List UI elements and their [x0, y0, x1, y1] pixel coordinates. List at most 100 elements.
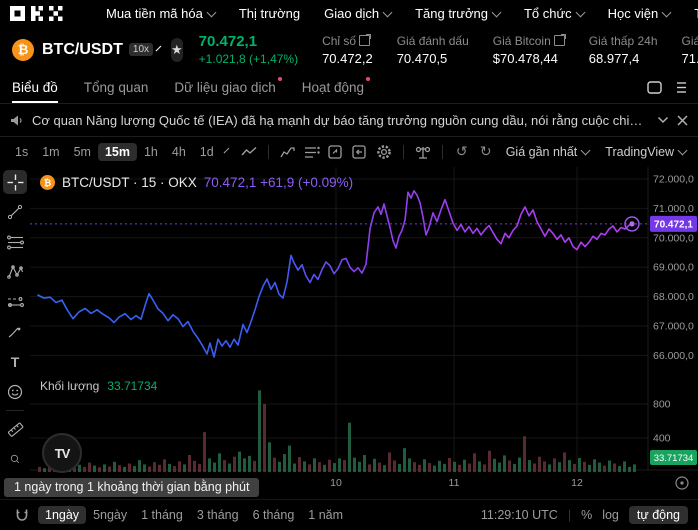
tab-trading-data[interactable]: Dữ liệu giao dịch	[174, 72, 275, 103]
tab-chart[interactable]: Biểu đồ	[12, 72, 58, 103]
nav-item-markets[interactable]: Thị trường	[239, 6, 300, 21]
vendor-dropdown[interactable]: TradingView	[605, 145, 686, 159]
chart-canvas[interactable]: 72.000,0 71.000,0 70.000,0 69.000,0 68.000,0…	[30, 167, 698, 499]
timeframe-1h[interactable]: 1h	[137, 143, 165, 161]
timeframe-more-chevron-icon[interactable]	[223, 148, 229, 154]
templates-icon[interactable]	[324, 141, 348, 163]
toolbar-divider	[6, 410, 24, 411]
volume-label[interactable]: Khối lượng	[40, 379, 99, 393]
external-link-icon[interactable]	[359, 35, 370, 46]
range-1year[interactable]: 1 năm	[301, 506, 350, 524]
percent-scale-toggle[interactable]: %	[581, 508, 592, 522]
auto-scale-toggle[interactable]: tự động	[629, 506, 688, 524]
timeframe-5m[interactable]: 5m	[67, 143, 98, 161]
forecast-tool-icon[interactable]	[3, 290, 27, 314]
redo-icon[interactable]: ↻	[474, 141, 498, 163]
btc-coin-icon: ₿	[12, 39, 34, 61]
svg-text:10: 10	[330, 477, 342, 489]
svg-text:33.71734: 33.71734	[654, 453, 694, 464]
nav-item-grow[interactable]: Tăng trưởng	[415, 6, 500, 21]
news-text[interactable]: Cơ quan Năng lượng Quốc tế (IEA) đã hạ m…	[32, 113, 649, 128]
undo-icon[interactable]: ↺	[450, 141, 474, 163]
pair-selector-chevron-icon[interactable]	[156, 45, 162, 51]
expand-news-chevron-icon[interactable]	[657, 116, 669, 124]
settings-gear-icon[interactable]	[372, 141, 396, 163]
nav-item-more[interactable]: Thêm	[694, 6, 698, 21]
timeframe-1d[interactable]: 1d	[193, 143, 221, 161]
chart-legend: ₿ BTC/USDT · 15 · OKX 70.472,1 +61,9 (+0…	[40, 175, 353, 190]
stat-index: Chỉ số 70.472,2	[322, 34, 373, 66]
last-price: 70.472,1	[199, 33, 298, 50]
trend-line-tool-icon[interactable]	[3, 200, 27, 224]
log-scale-toggle[interactable]: log	[602, 508, 619, 522]
okx-logo[interactable]	[10, 6, 76, 21]
nav-item-trade[interactable]: Giao dịch	[324, 6, 391, 21]
announcement-icon	[10, 114, 24, 127]
tab-activity[interactable]: Hoạt động	[302, 72, 364, 103]
zoom-tool-icon[interactable]	[3, 447, 27, 471]
range-5day[interactable]: 5ngày	[86, 506, 134, 524]
leverage-badge: 10x	[129, 43, 153, 56]
pattern-tool-icon[interactable]	[3, 260, 27, 284]
star-icon: ★	[171, 42, 183, 58]
chevron-down-icon	[383, 7, 393, 17]
timeframe-1m[interactable]: 1m	[35, 143, 66, 161]
price-chart-svg[interactable]: 72.000,0 71.000,0 70.000,0 69.000,0 68.000,0…	[30, 167, 698, 499]
section-tabs: Biểu đồ Tổng quan Dữ liệu giao dịch Hoạt…	[0, 72, 698, 104]
more-panels-icon[interactable]	[676, 81, 686, 94]
chevron-down-icon	[206, 7, 216, 17]
svg-text:70.000,0: 70.000,0	[653, 232, 694, 244]
btc-coin-icon: ₿	[40, 175, 55, 190]
favorite-star-button[interactable]: ★	[171, 38, 183, 62]
fib-lines-tool-icon[interactable]	[3, 230, 27, 254]
stat-24h-low: Giá thấp 24h 68.977,4	[589, 34, 658, 66]
snapshot-camera-icon[interactable]	[694, 141, 698, 163]
svg-text:72.000,0: 72.000,0	[653, 174, 694, 186]
tab-overview[interactable]: Tổng quan	[84, 72, 149, 103]
external-link-icon[interactable]	[554, 35, 565, 46]
nav-item-buy-crypto[interactable]: Mua tiền mã hóa	[106, 6, 215, 21]
timeframe-4h[interactable]: 4h	[165, 143, 193, 161]
pair-name[interactable]: BTC/USDT	[42, 41, 123, 59]
chart-style-line-icon[interactable]	[237, 141, 261, 163]
layout-icon[interactable]	[647, 81, 662, 94]
timeframe-15m[interactable]: 15m	[98, 143, 137, 161]
svg-text:800: 800	[653, 399, 671, 411]
svg-text:71.000,0: 71.000,0	[653, 203, 694, 215]
last-price-group: 70.472,1 +1.021,8 (+1,47%)	[199, 33, 298, 66]
emoji-tool-icon[interactable]	[3, 380, 27, 404]
price-change: +1.021,8 (+1,47%)	[199, 52, 298, 66]
svg-text:68.000,0: 68.000,0	[653, 291, 694, 303]
close-icon[interactable]	[677, 115, 688, 126]
text-tool-icon[interactable]: T	[3, 350, 27, 374]
tradingview-watermark-logo[interactable]: TV	[42, 433, 82, 473]
price-mode-dropdown[interactable]: Giá gần nhất	[506, 145, 590, 159]
legend-symbol[interactable]: BTC/USDT · 15 · OKX	[62, 175, 197, 190]
nav-item-institutional[interactable]: Tổ chức	[524, 6, 584, 21]
crosshair-tool-icon[interactable]	[3, 170, 27, 194]
svg-text:11: 11	[449, 477, 460, 489]
stat-mark-price: Giá đánh dấu 70.470,5	[397, 34, 469, 66]
timeframe-1s[interactable]: 1s	[8, 143, 35, 161]
range-1month[interactable]: 1 tháng	[134, 506, 190, 524]
replay-icon[interactable]	[348, 141, 372, 163]
instrument-header: ₿ BTC/USDT 10x ★ 70.472,1 +1.021,8 (+1,4…	[0, 27, 698, 72]
chevron-down-icon	[678, 146, 688, 156]
range-3month[interactable]: 3 tháng	[190, 506, 246, 524]
chevron-down-icon	[581, 146, 591, 156]
brush-tool-icon[interactable]	[3, 320, 27, 344]
go-to-realtime-icon	[676, 477, 688, 489]
stat-bitcoin-price: Giá Bitcoin $70.478,44	[493, 34, 565, 66]
nav-item-academy[interactable]: Học viện	[608, 6, 671, 21]
magnet-icon[interactable]	[10, 504, 34, 526]
ruler-tool-icon[interactable]	[3, 417, 27, 441]
clock-utc[interactable]: 11:29:10 UTC	[481, 508, 558, 522]
range-1day[interactable]: 1ngày	[38, 506, 86, 524]
range-6month[interactable]: 6 tháng	[246, 506, 302, 524]
range-tooltip: 1 ngày trong 1 khoảng thời gian bằng phú…	[4, 478, 259, 497]
compare-scale-icon[interactable]	[411, 141, 435, 163]
svg-text:69.000,0: 69.000,0	[653, 262, 694, 274]
divider: |	[568, 508, 571, 522]
metrics-list-icon[interactable]	[300, 141, 324, 163]
indicators-icon[interactable]	[276, 141, 300, 163]
